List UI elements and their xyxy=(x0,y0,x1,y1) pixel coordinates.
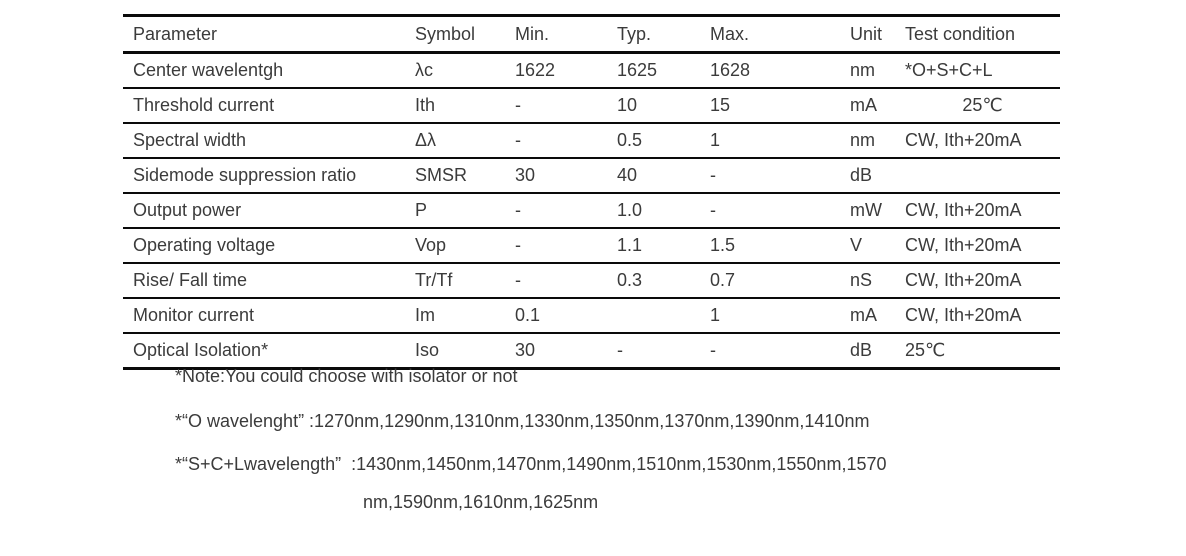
cell-symbol: Tr/Tf xyxy=(415,263,515,299)
table-row: Rise/ Fall time Tr/Tf - 0.3 0.7 nS CW, I… xyxy=(123,263,1060,299)
cell-typ: 1625 xyxy=(617,52,710,89)
cell-test-condition: CW, Ith+20mA xyxy=(905,298,1060,334)
cell-min: 1622 xyxy=(515,52,617,89)
table-row: Sidemode suppression ratio SMSR 30 40 - … xyxy=(123,158,1060,194)
cell-parameter: Sidemode suppression ratio xyxy=(123,158,415,194)
cell-symbol: Im xyxy=(415,298,515,334)
cell-unit: nm xyxy=(850,123,905,159)
cell-unit: mW xyxy=(850,193,905,229)
cell-unit: nm xyxy=(850,52,905,89)
cell-max: 1628 xyxy=(710,52,850,89)
cell-min: 30 xyxy=(515,158,617,194)
cell-symbol: Δλ xyxy=(415,123,515,159)
cell-unit: mA xyxy=(850,298,905,334)
cell-min: - xyxy=(515,88,617,124)
table-row: Output power P - 1.0 - mW CW, Ith+20mA xyxy=(123,193,1060,229)
cell-typ: - xyxy=(617,333,710,370)
cell-max: - xyxy=(710,193,850,229)
cell-typ: 0.5 xyxy=(617,123,710,159)
cell-test-condition: CW, Ith+20mA xyxy=(905,263,1060,299)
spec-table: Parameter Symbol Min. Typ. Max. Unit Tes… xyxy=(123,14,1060,370)
col-header-typ: Typ. xyxy=(617,15,710,54)
note-scl-wavelength-line2: nm,1590nm,1610nm,1625nm xyxy=(363,492,599,512)
cell-parameter: Operating voltage xyxy=(123,228,415,264)
cell-unit: dB xyxy=(850,158,905,194)
cell-min: - xyxy=(515,228,617,264)
header-row: Parameter Symbol Min. Typ. Max. Unit Tes… xyxy=(123,15,1060,54)
col-header-max: Max. xyxy=(710,15,850,54)
cell-parameter: Center wavelentgh xyxy=(123,52,415,89)
cell-min: - xyxy=(515,263,617,299)
table-row: Operating voltage Vop - 1.1 1.5 V CW, It… xyxy=(123,228,1060,264)
note-scl-wavelength-line1: *“S+C+Lwavelength” :1430nm,1450nm,1470nm… xyxy=(175,454,887,474)
cell-max: 15 xyxy=(710,88,850,124)
cell-typ: 0.3 xyxy=(617,263,710,299)
cell-symbol: P xyxy=(415,193,515,229)
cell-min: - xyxy=(515,123,617,159)
col-header-min: Min. xyxy=(515,15,617,54)
cell-parameter: Output power xyxy=(123,193,415,229)
cell-max: 1.5 xyxy=(710,228,850,264)
col-header-symbol: Symbol xyxy=(415,15,515,54)
cell-test-condition xyxy=(905,158,1060,194)
table-row: Center wavelentgh λc 1622 1625 1628 nm *… xyxy=(123,52,1060,89)
table-row: Threshold current Ith - 10 15 mA 25℃ xyxy=(123,88,1060,124)
cell-symbol: Vop xyxy=(415,228,515,264)
note-isolator: *Note:You could choose with isolator or … xyxy=(175,366,518,386)
note-o-wavelength: *“O wavelenght” :1270nm,1290nm,1310nm,13… xyxy=(175,411,870,431)
cell-typ: 1.0 xyxy=(617,193,710,229)
col-header-parameter: Parameter xyxy=(123,15,415,54)
table-row: Monitor current Im 0.1 1 mA CW, Ith+20mA xyxy=(123,298,1060,334)
cell-min: 30 xyxy=(515,333,617,370)
table-row: Optical Isolation* Iso 30 - - dB 25℃ xyxy=(123,333,1060,370)
cell-test-condition: CW, Ith+20mA xyxy=(905,193,1060,229)
cell-max: 1 xyxy=(710,298,850,334)
cell-parameter: Threshold current xyxy=(123,88,415,124)
cell-unit: mA xyxy=(850,88,905,124)
cell-symbol: λc xyxy=(415,52,515,89)
cell-symbol: Ith xyxy=(415,88,515,124)
cell-typ: 40 xyxy=(617,158,710,194)
cell-max: - xyxy=(710,158,850,194)
cell-max: 1 xyxy=(710,123,850,159)
cell-test-condition: CW, Ith+20mA xyxy=(905,123,1060,159)
cell-test-condition: CW, Ith+20mA xyxy=(905,228,1060,264)
cell-max: - xyxy=(710,333,850,370)
cell-typ xyxy=(617,298,710,334)
cell-max: 0.7 xyxy=(710,263,850,299)
cell-typ: 10 xyxy=(617,88,710,124)
col-header-unit: Unit xyxy=(850,15,905,54)
cell-parameter: Rise/ Fall time xyxy=(123,263,415,299)
cell-test-condition: *O+S+C+L xyxy=(905,52,1060,89)
col-header-test-condition: Test condition xyxy=(905,15,1060,54)
cell-test-condition: 25℃ xyxy=(905,88,1060,124)
cell-min: - xyxy=(515,193,617,229)
cell-unit: nS xyxy=(850,263,905,299)
cell-typ: 1.1 xyxy=(617,228,710,264)
cell-parameter: Monitor current xyxy=(123,298,415,334)
cell-symbol: Iso xyxy=(415,333,515,370)
cell-test-condition: 25℃ xyxy=(905,333,1060,370)
cell-parameter: Spectral width xyxy=(123,123,415,159)
cell-unit: V xyxy=(850,228,905,264)
table-row: Spectral width Δλ - 0.5 1 nm CW, Ith+20m… xyxy=(123,123,1060,159)
cell-parameter: Optical Isolation* xyxy=(123,333,415,370)
cell-symbol: SMSR xyxy=(415,158,515,194)
cell-min: 0.1 xyxy=(515,298,617,334)
cell-unit: dB xyxy=(850,333,905,370)
